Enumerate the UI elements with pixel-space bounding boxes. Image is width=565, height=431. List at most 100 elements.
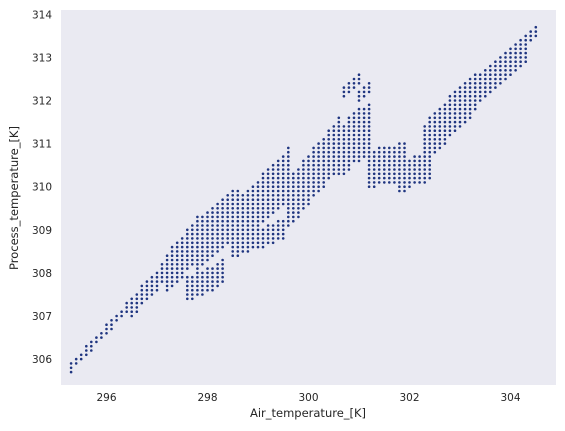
scatter-point xyxy=(216,237,219,240)
scatter-point xyxy=(428,129,432,132)
scatter-point xyxy=(398,189,401,193)
scatter-point xyxy=(478,86,482,89)
scatter-point xyxy=(241,198,245,201)
scatter-point xyxy=(499,60,502,63)
scatter-point xyxy=(211,219,214,223)
scatter-point xyxy=(196,293,199,296)
scatter-point xyxy=(226,215,229,219)
scatter-point xyxy=(509,60,512,63)
scatter-point xyxy=(367,172,371,176)
scatter-point xyxy=(226,211,229,214)
scatter-point xyxy=(256,224,260,227)
scatter-point xyxy=(135,310,139,314)
scatter-point xyxy=(347,90,351,94)
scatter-point xyxy=(312,176,315,180)
scatter-point xyxy=(423,142,427,145)
scatter-point xyxy=(120,310,123,314)
scatter-point xyxy=(201,250,204,253)
y-tick-label: 312 xyxy=(32,96,52,108)
scatter-point xyxy=(281,163,285,167)
scatter-point xyxy=(393,146,396,150)
scatter-point xyxy=(332,155,336,158)
scatter-point xyxy=(413,155,416,158)
scatter-point xyxy=(231,202,234,206)
scatter-point xyxy=(180,250,184,253)
scatter-point xyxy=(443,142,447,145)
scatter-point xyxy=(337,172,341,176)
scatter-point xyxy=(186,241,189,245)
x-tick-label: 304 xyxy=(500,392,520,404)
scatter-point xyxy=(322,163,326,167)
scatter-point xyxy=(342,133,346,137)
scatter-point xyxy=(362,129,366,132)
scatter-point xyxy=(170,245,174,249)
scatter-point xyxy=(266,185,270,188)
scatter-point xyxy=(186,288,189,292)
scatter-point xyxy=(473,82,477,85)
scatter-point xyxy=(453,90,457,94)
scatter-point xyxy=(130,297,133,301)
scatter-point xyxy=(413,163,416,167)
scatter-point xyxy=(514,47,517,51)
scatter-point xyxy=(276,185,280,188)
scatter-point xyxy=(196,241,199,245)
scatter-point xyxy=(484,73,487,76)
scatter-point xyxy=(388,172,391,176)
scatter-point xyxy=(362,112,366,115)
scatter-point xyxy=(206,232,209,236)
scatter-point xyxy=(266,189,270,193)
scatter-point xyxy=(266,224,270,227)
scatter-point xyxy=(322,150,326,154)
scatter-point xyxy=(317,181,320,184)
scatter-point xyxy=(478,82,482,85)
scatter-point xyxy=(337,120,341,124)
scatter-point xyxy=(261,181,265,184)
scatter-point xyxy=(413,176,416,180)
scatter-point xyxy=(367,116,371,120)
scatter-point xyxy=(236,219,240,223)
scatter-point xyxy=(256,181,260,184)
scatter-point xyxy=(211,254,214,257)
scatter-point xyxy=(221,202,224,206)
scatter-point xyxy=(403,163,406,167)
scatter-point xyxy=(367,159,371,163)
scatter-point xyxy=(367,125,371,128)
scatter-point xyxy=(438,112,442,115)
scatter-point xyxy=(211,250,214,253)
scatter-point xyxy=(342,155,346,158)
scatter-point xyxy=(201,258,204,262)
scatter-point xyxy=(281,189,285,193)
scatter-point xyxy=(473,103,477,107)
scatter-point xyxy=(287,168,290,171)
scatter-point xyxy=(261,232,265,236)
scatter-point xyxy=(110,319,113,322)
scatter-point xyxy=(236,202,240,206)
scatter-point xyxy=(317,189,320,193)
scatter-point xyxy=(246,207,250,210)
scatter-point xyxy=(438,107,442,111)
scatter-point xyxy=(357,159,361,163)
scatter-point xyxy=(292,176,295,180)
scatter-point xyxy=(433,116,437,120)
scatter-point xyxy=(408,181,411,184)
scatter-point xyxy=(489,64,492,68)
scatter-point xyxy=(302,194,305,197)
scatter-point xyxy=(165,263,169,266)
scatter-point xyxy=(297,202,300,206)
scatter-point xyxy=(504,69,507,72)
scatter-point xyxy=(372,168,376,171)
scatter-point xyxy=(155,271,159,275)
scatter-point xyxy=(266,194,270,197)
scatter-point xyxy=(428,120,432,124)
scatter-point xyxy=(504,73,507,76)
scatter-point xyxy=(408,159,411,163)
y-tick-labels: 306 307 308 309 310 311 312 313 314 xyxy=(32,9,52,366)
scatter-point xyxy=(388,163,391,167)
scatter-point xyxy=(468,94,472,98)
scatter-point xyxy=(145,280,149,283)
scatter-point xyxy=(438,138,442,141)
scatter-point xyxy=(413,181,416,184)
scatter-point xyxy=(297,181,300,184)
scatter-point xyxy=(372,150,376,154)
scatter-point xyxy=(453,99,457,102)
